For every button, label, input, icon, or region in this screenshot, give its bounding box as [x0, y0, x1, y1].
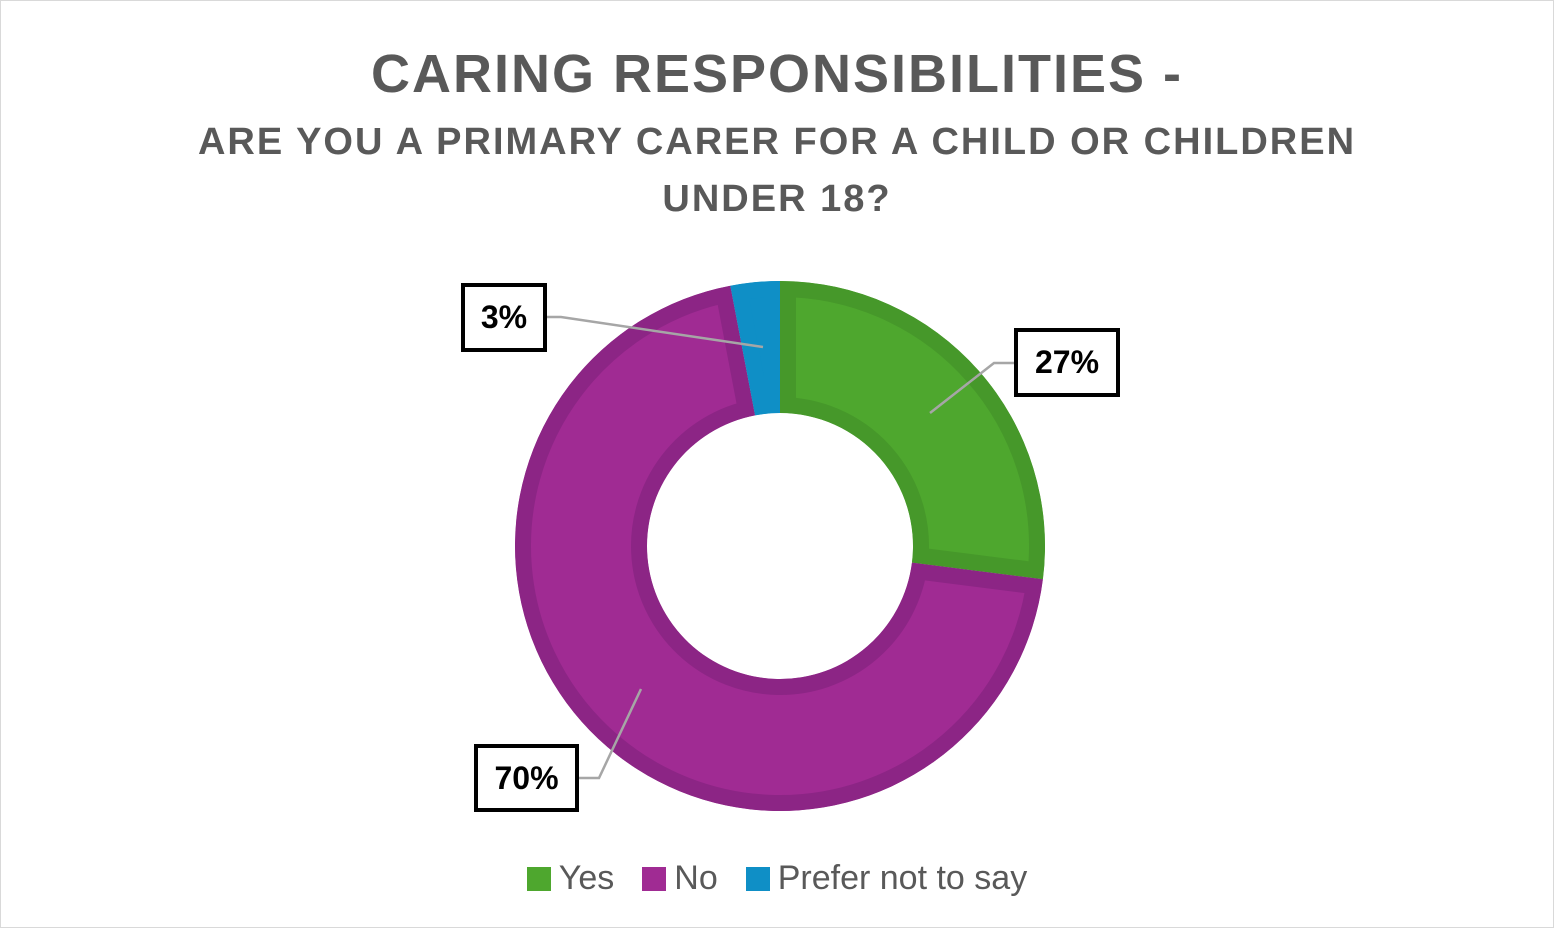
legend-label-prefer-not: Prefer not to say — [777, 859, 1028, 897]
legend-label-yes: Yes — [558, 859, 615, 897]
data-label-prefer-not: 3% — [461, 283, 547, 352]
chart-subtitle-line1: ARE YOU A PRIMARY CARER FOR A CHILD OR C… — [197, 121, 1357, 163]
data-label-yes: 27% — [1014, 328, 1120, 397]
data-label-no: 70% — [474, 744, 579, 812]
chart-subtitle-line2: UNDER 18? — [662, 178, 892, 220]
legend-swatch-prefer-not — [745, 866, 770, 891]
legend-item-prefer-not: Prefer not to say — [745, 859, 1028, 898]
slice-yes — [780, 281, 1045, 580]
legend-label-no: No — [674, 859, 718, 897]
legend: Yes No Prefer not to say — [1, 859, 1553, 898]
leader-line-yes — [929, 361, 1015, 414]
legend-item-yes: Yes — [526, 859, 615, 898]
legend-item-no: No — [642, 859, 718, 898]
legend-swatch-yes — [526, 866, 551, 891]
leader-line-prefer-not — [546, 315, 764, 349]
chart-title: CARING RESPONSIBILITIES - — [370, 44, 1184, 104]
leader-line-no — [578, 688, 643, 780]
legend-swatch-no — [642, 866, 667, 891]
